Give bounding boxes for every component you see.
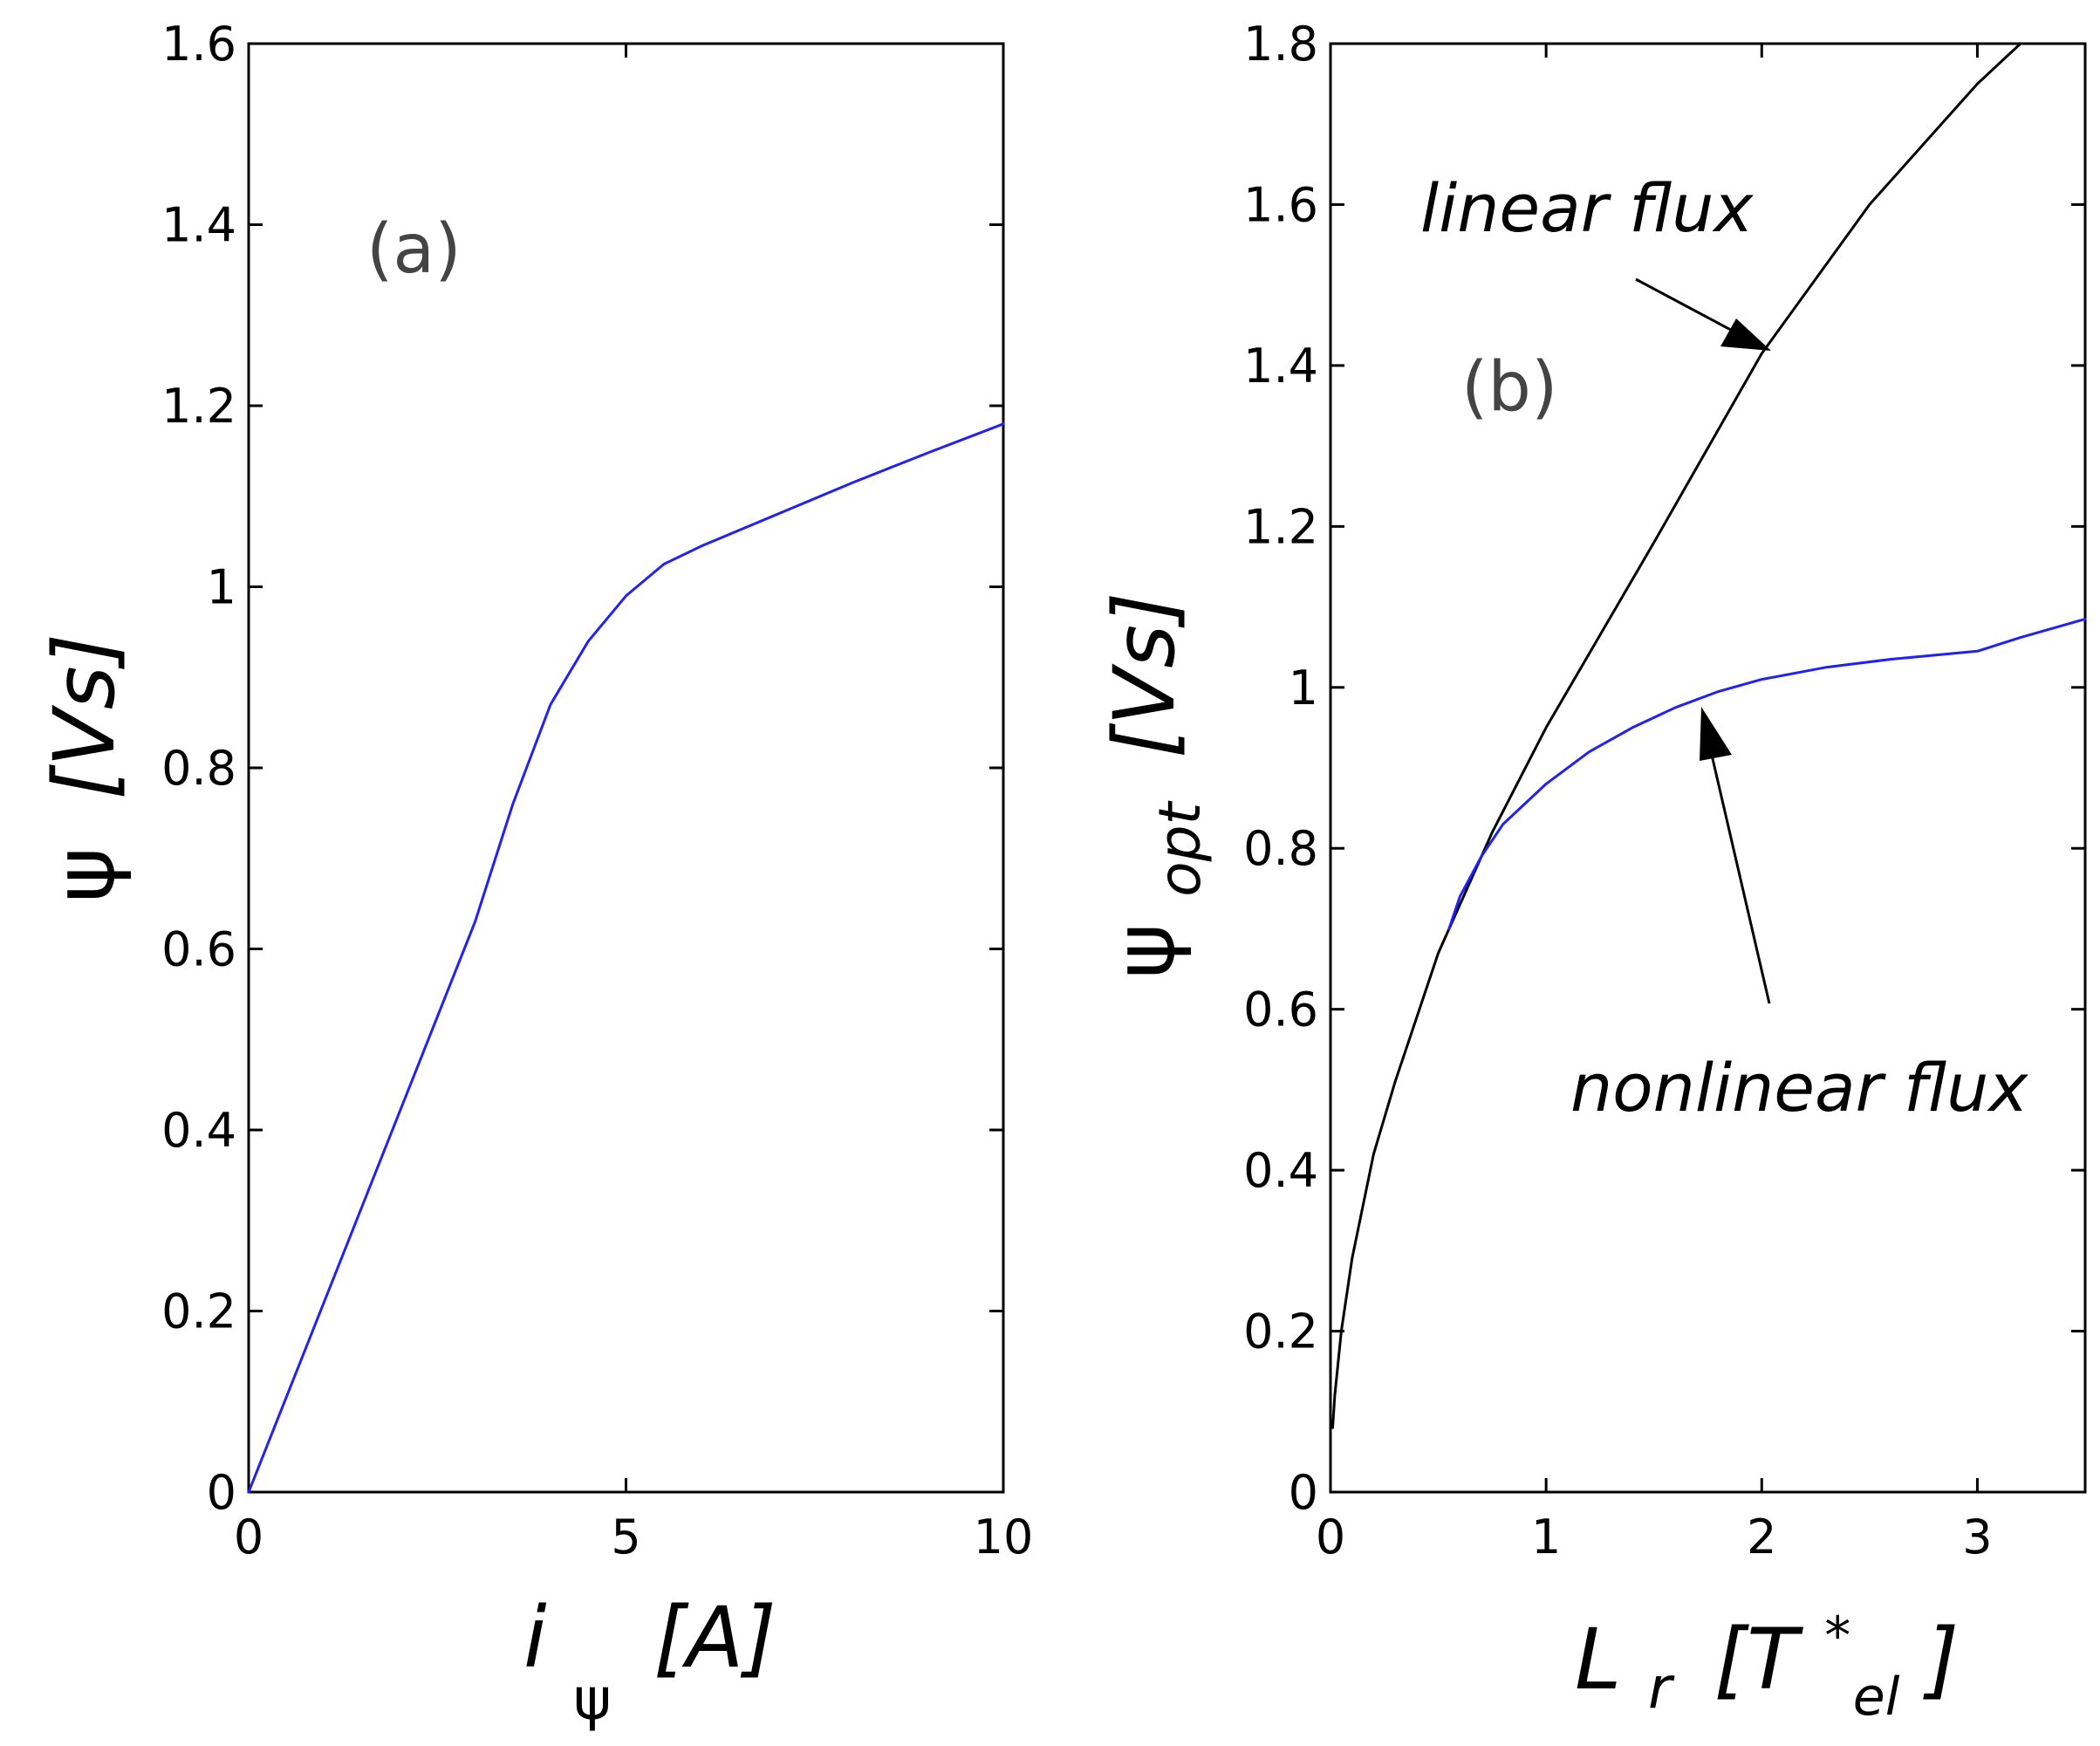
panel-b-ytick-label: 1.2 [1243,499,1318,554]
panel-b-plot-frame [1329,42,2087,1494]
panel-a-xlabel-subscript: ψ [573,1666,612,1733]
panel-a-xtick-label: 5 [611,1510,640,1565]
panel-a-xlabel: i ψ [A] [523,1589,776,1739]
panel-b: 0 0.2 0.4 0.6 0.8 1 1.2 1.4 1.6 1.8 0 1 2 3 (b) linea… [1096,17,2087,1735]
panel-b-ytick-label: 0.8 [1243,821,1318,876]
panel-b-xlabel-subscript: r [1648,1654,1675,1722]
panel-b-xtick-label: 0 [1316,1510,1345,1565]
panel-a-xtick-label: 0 [234,1510,263,1565]
panel-b-ytick-label: 1 [1289,661,1318,716]
panel-a-ytick-label: 1.6 [161,17,236,72]
panel-b-xlabel-symbol: L [1575,1611,1621,1708]
panel-a-series [247,422,1005,1494]
panel-b-ytick-label: 1.8 [1243,17,1318,72]
panel-a-ylabel: ψ [Vs] [36,633,133,902]
panel-a-ytick-label: 0 [207,1465,236,1520]
panel-a-ytick-label: 1 [207,560,236,615]
svg-text:ψ opt [Vs]: ψ opt [Vs] [1096,592,1220,978]
panel-b-xtick-label: 2 [1747,1510,1776,1565]
panel-a-ytick-label: 1.2 [161,379,236,434]
panel-b-xtick-label: 3 [1962,1510,1992,1565]
panel-a-ticks [247,42,1005,1494]
panel-a-ytick-label: 1.4 [161,198,236,253]
panel-b-tick-labels: 0 0.2 0.4 0.6 0.8 1 1.2 1.4 1.6 1.8 0 1 2 3 [1243,17,1992,1565]
panel-b-xlabel-unit-open: [T [1714,1611,1803,1708]
panel-b-ylabel-subscript: opt [1146,800,1214,896]
arrow-linear-flux [1635,277,1771,351]
arrow-nonlinear-flux [1700,707,1771,1004]
panel-b-ylabel-unit: [Vs] [1096,592,1194,758]
panel-a-ytick-label: 0.4 [161,1103,236,1158]
panel-b-ytick-label: 0.2 [1243,1304,1318,1359]
panel-b-ytick-label: 1.6 [1243,177,1318,232]
panel-a-xlabel-unit: [A] [653,1589,776,1687]
panel-b-ylabel: ψ opt [Vs] [1096,592,1220,978]
panel-a-ytick-label: 0.8 [161,741,236,796]
panel-b-xlabel: L r [T * el ] [1575,1576,1959,1735]
panel-b-series-linear-flux [1331,42,2022,1429]
panel-a-xtick-label: 10 [974,1510,1034,1565]
annotation-nonlinear-flux: nonlinear flux [1570,1049,2028,1126]
panel-a-xlabel-symbol: i [523,1589,547,1687]
panel-b-label: (b) [1461,348,1557,427]
panel-a: 0 0.2 0.4 0.6 0.8 1 1.2 1.4 1.6 0 5 10 (a) ψ [Vs] i… [36,17,1033,1739]
panel-b-ylabel-symbol: ψ [1096,923,1194,978]
svg-text:ψ [Vs]: ψ [Vs] [36,633,133,902]
panel-b-xlabel-subscript-el: el [1853,1667,1900,1728]
panel-b-ytick-label: 0.6 [1243,983,1318,1037]
panel-b-ytick-label: 0 [1289,1465,1318,1520]
panel-a-ylabel-unit: [Vs] [36,633,133,800]
panel-b-xlabel-unit-close: ] [1923,1611,1959,1708]
panel-a-series-flux-characteristic [247,422,1005,1494]
panel-a-ylabel-symbol: ψ [36,847,133,902]
panel-b-xlabel-superscript: * [1824,1606,1850,1667]
panel-a-plot-frame [247,42,1005,1494]
panel-b-ticks [1329,42,2085,1494]
panel-b-series [1331,42,2087,1429]
panel-b-ytick-label: 0.4 [1243,1143,1318,1198]
panel-a-ytick-label: 0.2 [161,1284,236,1339]
panel-a-ytick-label: 0.6 [161,922,236,977]
panel-a-label: (a) [366,210,462,289]
annotation-linear-flux: linear flux [1420,169,1754,247]
panel-b-xtick-label: 1 [1531,1510,1561,1565]
panel-b-series-nonlinear-flux [1447,617,2087,930]
panel-b-ytick-label: 1.4 [1243,339,1318,394]
panel-a-tick-labels: 0 0.2 0.4 0.6 0.8 1 1.2 1.4 1.6 0 5 10 [161,17,1033,1565]
